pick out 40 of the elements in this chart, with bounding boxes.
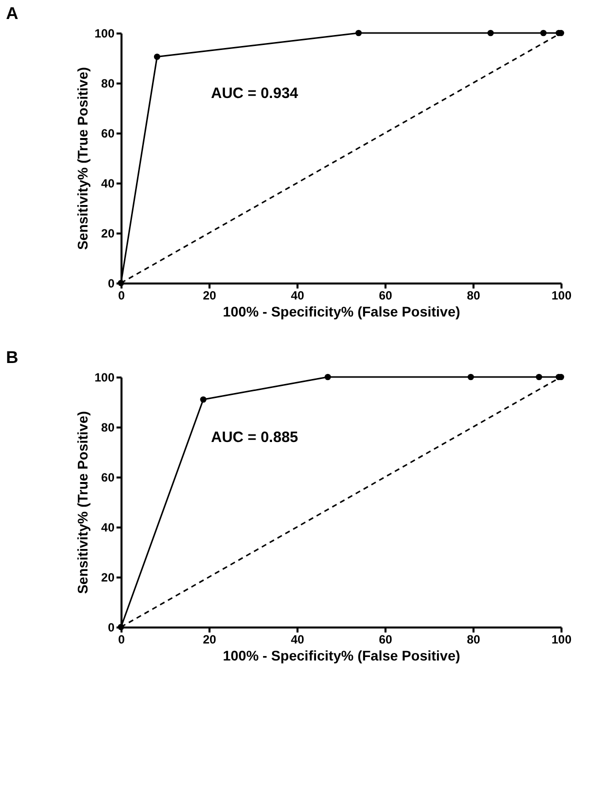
point xyxy=(324,374,331,380)
y-axis-title: Sensitivity% (True Positive) xyxy=(74,67,90,250)
point xyxy=(487,30,494,36)
point xyxy=(200,396,206,403)
point xyxy=(468,374,474,380)
x-tick-label: 60 xyxy=(378,288,392,302)
point xyxy=(540,30,547,36)
y-tick-label: 20 xyxy=(101,570,115,584)
y-tick-label: 60 xyxy=(101,470,115,484)
x-tick-label: 20 xyxy=(202,288,216,302)
point xyxy=(536,374,542,380)
y-tick-label: 20 xyxy=(101,226,115,240)
x-tick-label: 80 xyxy=(466,288,480,302)
point xyxy=(355,30,362,36)
y-tick-label: 40 xyxy=(101,520,115,534)
x-tick-label: 100 xyxy=(551,632,572,646)
y-tick-label: 100 xyxy=(94,370,115,384)
x-tick-label: 0 xyxy=(118,288,126,302)
y-tick-label: 60 xyxy=(101,126,115,140)
x-axis-title: 100% - Specificity% (False Positive) xyxy=(222,304,460,320)
y-tick-label: 40 xyxy=(101,176,115,190)
x-tick-label: 20 xyxy=(202,632,216,646)
chart-title: A xyxy=(6,4,18,23)
x-tick-label: 40 xyxy=(290,632,304,646)
x-axis-title: 100% - Specificity% (False Positive) xyxy=(222,648,460,664)
chart-title: B xyxy=(6,348,18,367)
y-tick-label: 0 xyxy=(108,620,115,634)
x-tick-label: 40 xyxy=(290,288,304,302)
y-tick-label: 0 xyxy=(108,276,115,290)
y-tick-label: 80 xyxy=(101,420,115,434)
y-tick-label: 100 xyxy=(94,26,115,40)
y-axis-title: Sensitivity% (True Positive) xyxy=(74,411,90,594)
x-tick-label: 100 xyxy=(551,288,572,302)
point xyxy=(154,54,160,60)
annotation: AUC = 0.885 xyxy=(211,429,298,446)
x-tick-label: 60 xyxy=(378,632,392,646)
x-tick-label: 0 xyxy=(118,632,126,646)
annotation: AUC = 0.934 xyxy=(211,85,299,102)
y-tick-label: 80 xyxy=(101,76,115,90)
x-tick-label: 80 xyxy=(466,632,480,646)
